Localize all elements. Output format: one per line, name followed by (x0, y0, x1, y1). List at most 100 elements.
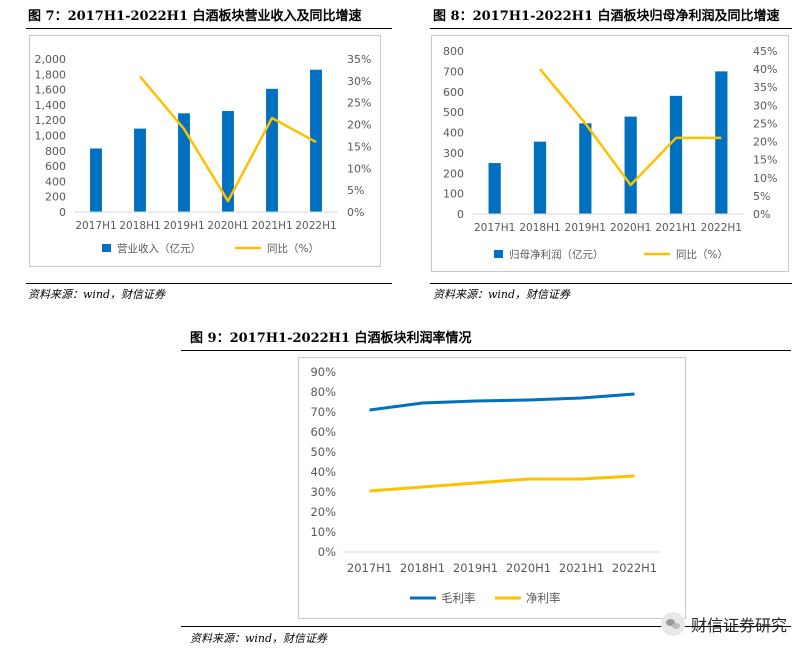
fig7-title: 图 7：2017H1-2022H1 白酒板块营业收入及同比增速 (28, 9, 362, 24)
fig7-title-rule (26, 28, 392, 29)
x-tick-label: 2018H1 (519, 222, 560, 234)
right-axis-tick-label: 15% (347, 140, 371, 153)
x-tick-label: 2018H1 (119, 220, 160, 232)
bar (488, 163, 501, 214)
fig8-chart: 0 100 200 300 400 500 600 700 800 0% 5% 10% 15% 20% 25… (443, 45, 777, 261)
x-tick-label: 2021H1 (559, 561, 604, 575)
right-axis-tick-label: 10% (753, 172, 777, 185)
series-line (539, 68, 722, 187)
bar (669, 95, 683, 214)
fig9-source-rule (181, 626, 791, 627)
right-axis-tick-label: 15% (753, 154, 777, 167)
fig9-title: 图 9：2017H1-2022H1 白酒板块利润率情况 (190, 331, 472, 346)
fig8-source: 资料来源：wind，财信证券 (433, 288, 571, 301)
x-tick-label: 2021H1 (251, 220, 292, 232)
legend-label: 同比（%） (676, 248, 728, 261)
legend-label: 毛利率 (441, 591, 476, 605)
bar (178, 113, 190, 212)
right-axis-tick-label: 30% (753, 99, 777, 112)
bar (222, 111, 234, 212)
bar (579, 123, 592, 214)
left-axis-tick-label: 600 (45, 160, 66, 173)
bar (90, 148, 102, 212)
left-axis-tick-label: 1,600 (35, 84, 67, 97)
x-tick-label: 2022H1 (612, 561, 657, 575)
fig7-source-rule (26, 283, 392, 284)
right-axis-tick-label: 30% (347, 75, 371, 88)
x-tick-label: 2020H1 (506, 561, 551, 575)
fig8-title-rule (430, 28, 792, 29)
watermark: 财信证券研究 (660, 612, 787, 636)
right-axis-tick-label: 0% (753, 208, 770, 221)
bar (266, 88, 278, 212)
legend-label: 同比（%） (267, 242, 319, 255)
right-axis-tick-label: 45% (753, 45, 777, 58)
legend-label: 归母净利润（亿元） (509, 248, 604, 261)
right-axis-tick-label: 20% (753, 136, 777, 149)
x-tick-label: 2019H1 (163, 220, 204, 232)
fig7-source: 资料来源：wind，财信证券 (28, 288, 166, 301)
series-line (139, 75, 317, 203)
y-axis-tick-label: 60% (310, 425, 336, 439)
left-axis-tick-label: 300 (443, 147, 464, 160)
left-axis-tick-label: 500 (443, 106, 464, 119)
left-axis-tick-label: 1,200 (35, 114, 67, 127)
fig9-panel: 0% 10% 20% 30% 40% 50% 60% 70% 80% 90% 2017H1 2018H… (298, 357, 686, 619)
right-axis-tick-label: 25% (347, 97, 371, 110)
bar (624, 116, 637, 214)
fig7-panel: 0 200 400 600 800 1,000 1,200 1,400 1,600 1,800 2,… (29, 35, 381, 267)
y-axis-tick-label: 40% (310, 465, 336, 479)
y-axis-tick-label: 80% (310, 385, 336, 399)
x-tick-label: 2019H1 (565, 222, 606, 234)
left-axis-tick-label: 0 (457, 208, 464, 221)
left-axis-tick-label: 1,400 (35, 99, 67, 112)
fig8-panel: 0 100 200 300 400 500 600 700 800 0% 5% 10% 15% 20% 25… (431, 35, 789, 272)
left-axis-tick-label: 0 (59, 206, 66, 219)
left-axis-tick-label: 100 (443, 188, 464, 201)
fig8-source-rule (430, 283, 792, 284)
right-axis-tick-label: 0% (347, 206, 364, 219)
right-axis-tick-label: 5% (347, 184, 364, 197)
left-axis-tick-label: 800 (45, 145, 66, 158)
right-axis-tick-label: 35% (347, 53, 371, 66)
left-axis-tick-label: 800 (443, 45, 464, 58)
left-axis-tick-label: 600 (443, 86, 464, 99)
wechat-icon (660, 612, 685, 636)
x-tick-label: 2019H1 (453, 561, 498, 575)
legend-label: 营业收入（亿元） (117, 242, 201, 255)
fig8-title: 图 8：2017H1-2022H1 白酒板块归母净利润及同比增速 (433, 9, 780, 24)
right-axis-tick-label: 10% (347, 162, 371, 175)
series-line (369, 474, 635, 493)
right-axis-tick-label: 20% (347, 119, 371, 132)
fig9-title-rule (181, 350, 791, 351)
right-axis-tick-label: 40% (753, 63, 777, 76)
y-axis-tick-label: 0% (318, 545, 336, 559)
y-axis-tick-label: 20% (310, 505, 336, 519)
x-tick-label: 2022H1 (701, 222, 742, 234)
fig7-chart: 0 200 400 600 800 1,000 1,200 1,400 1,600 1,800 2,… (35, 53, 372, 255)
y-axis-tick-label: 30% (310, 485, 336, 499)
y-axis-tick-label: 90% (310, 365, 336, 379)
bar (134, 128, 146, 212)
right-axis-tick-label: 5% (753, 190, 770, 203)
legend-swatch-bar (102, 244, 111, 252)
watermark-text: 财信证券研究 (690, 616, 787, 635)
right-axis-tick-label: 35% (753, 81, 777, 94)
left-axis-tick-label: 1,000 (35, 130, 67, 143)
x-tick-label: 2018H1 (400, 561, 445, 575)
left-axis-tick-label: 400 (45, 175, 66, 188)
y-axis-tick-label: 10% (310, 525, 336, 539)
left-axis-tick-label: 700 (443, 65, 464, 78)
left-axis-tick-label: 200 (45, 191, 66, 204)
x-tick-label: 2021H1 (655, 222, 696, 234)
right-axis-tick-label: 25% (753, 117, 777, 130)
x-tick-label: 2017H1 (75, 220, 116, 232)
y-axis-tick-label: 70% (310, 405, 336, 419)
x-tick-label: 2020H1 (207, 220, 248, 232)
left-axis-tick-label: 2,000 (35, 53, 67, 66)
bar (715, 71, 728, 214)
fig9-chart: 0% 10% 20% 30% 40% 50% 60% 70% 80% 90% 2017H1 2018H… (310, 365, 661, 605)
y-axis-tick-label: 50% (310, 445, 336, 459)
bar (533, 141, 547, 214)
x-tick-label: 2017H1 (474, 222, 515, 234)
